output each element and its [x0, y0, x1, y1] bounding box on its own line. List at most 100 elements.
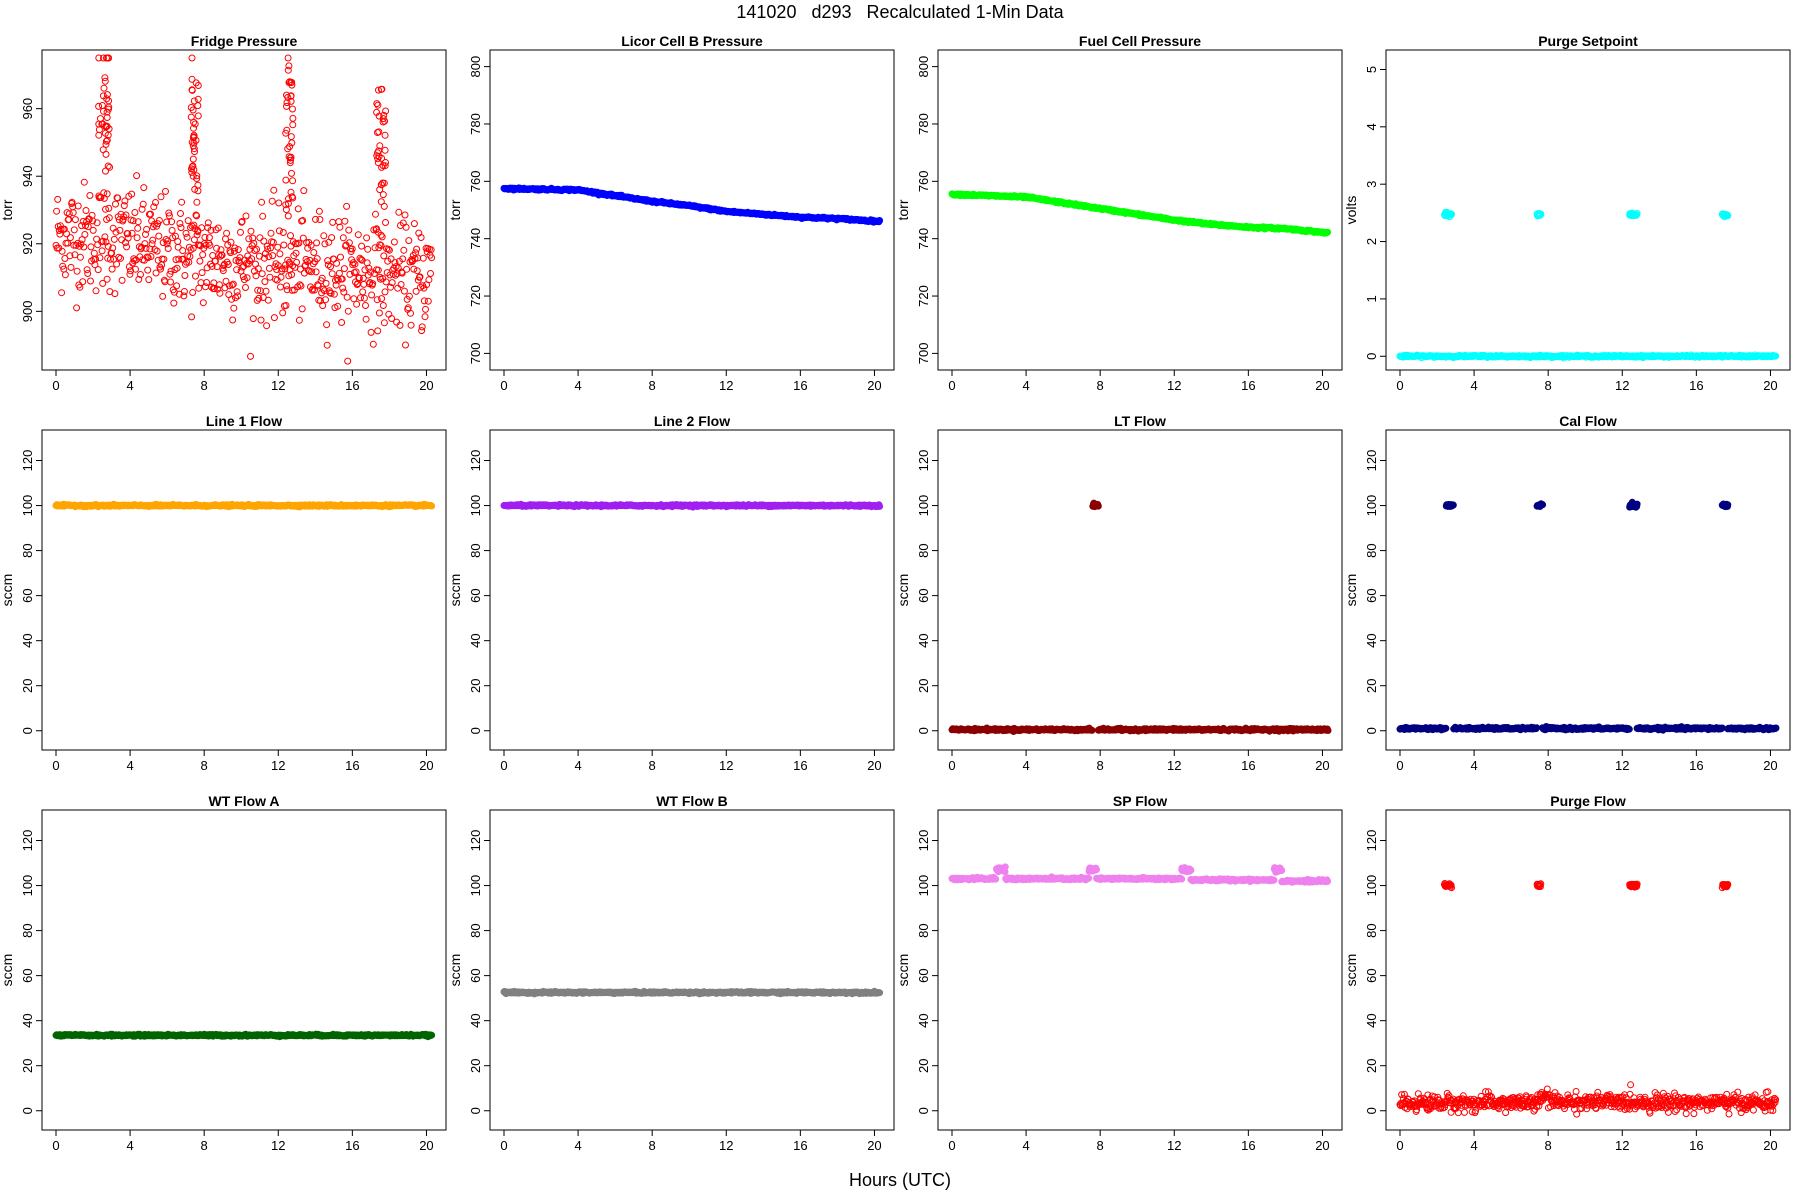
data-point — [181, 272, 189, 279]
data-point — [1539, 501, 1547, 509]
data-point — [260, 237, 268, 245]
x-tick-label: 16 — [345, 378, 359, 393]
data-point — [282, 176, 290, 184]
plot-frame — [41, 809, 447, 1131]
y-tick-label: 120 — [20, 830, 35, 852]
data-point — [180, 292, 188, 300]
data-point — [385, 246, 393, 254]
data-point — [242, 284, 249, 291]
data-point — [105, 214, 113, 222]
data-point — [260, 254, 268, 262]
data-point — [252, 272, 260, 280]
data-point — [421, 313, 429, 321]
data-point — [292, 249, 300, 257]
chart-panel-2: Licor Cell B Pressuretorr700720740760780… — [447, 33, 895, 393]
x-tick-label: 4 — [574, 758, 581, 773]
data-point — [410, 265, 418, 273]
data-point — [162, 236, 170, 243]
data-point — [286, 260, 294, 268]
data-point — [79, 217, 87, 225]
y-axis-label: sccm — [0, 954, 15, 987]
data-point — [101, 233, 109, 241]
data-point — [371, 244, 379, 252]
data-point — [179, 247, 187, 255]
data-point — [184, 217, 192, 225]
data-point — [112, 228, 120, 236]
data-point — [102, 137, 110, 145]
data-point — [374, 327, 382, 335]
data-point — [396, 321, 404, 329]
x-tick-label: 20 — [1763, 758, 1777, 773]
data-point — [218, 251, 226, 259]
data-point — [1772, 724, 1780, 732]
data-point — [116, 226, 124, 234]
data-point — [365, 264, 373, 272]
data-point — [284, 212, 292, 220]
data-point — [162, 187, 169, 195]
data-point — [174, 238, 182, 245]
data-point — [339, 234, 347, 242]
data-point — [189, 155, 197, 163]
data-point — [310, 249, 318, 256]
panel-title: Fuel Cell Pressure — [1079, 33, 1201, 49]
data-point — [251, 247, 259, 254]
x-tick-label: 4 — [1470, 378, 1477, 393]
data-point — [293, 258, 301, 266]
data-point — [412, 287, 420, 295]
data-point — [374, 159, 382, 167]
data-point — [352, 268, 360, 276]
data-point — [138, 205, 146, 213]
data-point — [298, 305, 306, 313]
y-tick-label: 60 — [916, 588, 931, 602]
data-point — [105, 125, 113, 133]
data-point — [135, 275, 143, 283]
data-point — [320, 232, 328, 240]
data-point — [286, 143, 294, 151]
data-point — [372, 210, 379, 218]
data-point — [359, 288, 367, 296]
data-point — [231, 244, 239, 252]
y-tick-label: 740 — [916, 228, 931, 250]
data-point — [288, 193, 296, 201]
data-point — [266, 273, 274, 281]
data-point — [338, 319, 346, 326]
data-point — [364, 245, 372, 253]
data-point — [262, 287, 270, 295]
data-point — [152, 269, 160, 277]
data-point — [343, 202, 351, 210]
data-point — [265, 253, 273, 261]
data-point — [323, 341, 331, 349]
y-tick-label: 1 — [1364, 295, 1379, 302]
data-point — [417, 283, 424, 291]
data-point — [350, 295, 358, 303]
data-point — [176, 220, 184, 227]
data-point — [66, 234, 74, 242]
data-point — [270, 314, 278, 322]
data-point — [177, 210, 184, 217]
data-point — [286, 78, 294, 86]
data-point — [299, 234, 307, 242]
data-point — [134, 218, 142, 226]
data-point — [194, 112, 202, 120]
data-point — [377, 242, 385, 249]
data-point — [330, 290, 338, 298]
x-tick-label: 8 — [1545, 758, 1552, 773]
data-point — [294, 283, 302, 291]
data-point — [282, 302, 290, 309]
data-points — [1396, 208, 1780, 362]
data-point — [150, 203, 158, 211]
data-point — [248, 255, 256, 263]
data-point — [124, 234, 132, 242]
data-point — [196, 257, 204, 265]
data-point — [340, 288, 348, 296]
data-point — [164, 245, 172, 252]
data-point — [163, 218, 171, 226]
data-point — [142, 230, 149, 238]
y-tick-label: 5 — [1364, 66, 1379, 73]
data-point — [400, 287, 408, 295]
data-point — [407, 321, 415, 329]
data-point — [205, 234, 213, 242]
x-tick-label: 16 — [1241, 378, 1255, 393]
